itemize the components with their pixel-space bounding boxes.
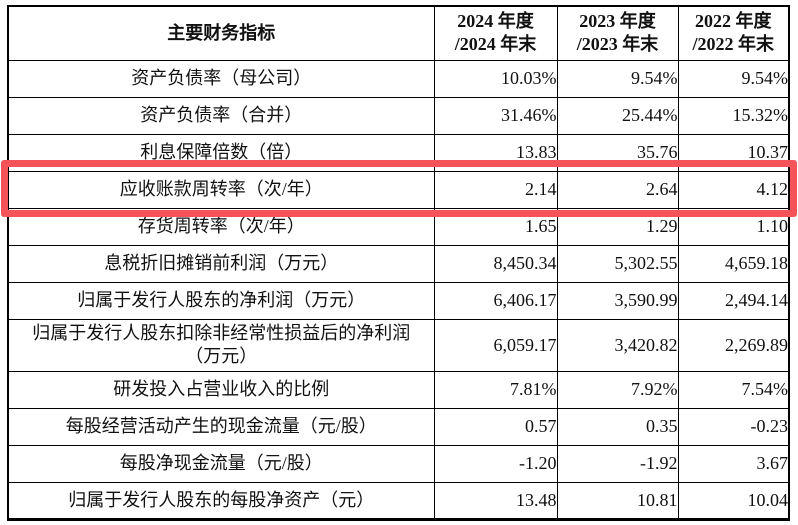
row-label: 应收账款周转率（次/年）	[7, 170, 435, 209]
value-2023: -1.92	[556, 444, 679, 483]
table-row-net-profit: 归属于发行人股东的净利润（万元） 6,406.17 3,590.99 2,494…	[7, 281, 790, 320]
value-2022: 7.54%	[677, 370, 790, 409]
row-label: 资产负债率（母公司）	[7, 59, 435, 98]
table-row-net-assets-per-share: 归属于发行人股东的每股净资产（元） 13.48 10.81 10.04	[7, 481, 790, 520]
table-row-net-cash-flow-per-share: 每股净现金流量（元/股） -1.20 -1.92 3.67	[7, 444, 790, 483]
table-row-rd-expense-ratio: 研发投入占营业收入的比例 7.81% 7.92% 7.54%	[7, 370, 790, 409]
value-2023: 7.92%	[556, 370, 679, 409]
row-label: 息税折旧摊销前利润（万元）	[7, 244, 435, 283]
value-2023: 3,420.82	[556, 318, 679, 372]
table-row-debt-ratio-parent: 资产负债率（母公司） 10.03% 9.54% 9.54%	[7, 59, 790, 98]
value-2024: 10.03%	[433, 59, 558, 98]
value-2022: 2,494.14	[677, 281, 790, 320]
value-2022: 10.37	[677, 133, 790, 172]
value-2023: 9.54%	[556, 59, 679, 98]
value-2022: 9.54%	[677, 59, 790, 98]
value-2024: 13.83	[433, 133, 558, 172]
column-header-2023: 2023 年度 /2023 年末	[556, 5, 679, 61]
metric-column-header: 主要财务指标	[7, 5, 435, 61]
table-row-interest-coverage: 利息保障倍数（倍） 13.83 35.76 10.37	[7, 133, 790, 172]
row-label: 存货周转率（次/年）	[7, 207, 435, 246]
row-label: 归属于发行人股东的每股净资产（元）	[7, 481, 435, 520]
value-2023: 10.81	[556, 481, 679, 520]
row-label: 归属于发行人股东扣除非经常性损益后的净利润 （万元）	[7, 318, 435, 372]
value-2022: -0.23	[677, 407, 790, 446]
value-2024: 6,059.17	[433, 318, 558, 372]
header-row: 主要财务指标 2024 年度 /2024 年末 2023 年度 /2023 年末…	[7, 5, 790, 61]
value-2024: 8,450.34	[433, 244, 558, 283]
row-label: 每股经营活动产生的现金流量（元/股）	[7, 407, 435, 446]
value-2022: 1.10	[677, 207, 790, 246]
value-2022: 15.32%	[677, 96, 790, 135]
financial-metrics-table: 主要财务指标 2024 年度 /2024 年末 2023 年度 /2023 年末…	[7, 5, 790, 521]
value-2022: 3.67	[677, 444, 790, 483]
value-2024: 31.46%	[433, 96, 558, 135]
row-label: 利息保障倍数（倍）	[7, 133, 435, 172]
table-row-inventory-turnover: 存货周转率（次/年） 1.65 1.29 1.10	[7, 207, 790, 246]
table-row-net-profit-excl-nonrecurring: 归属于发行人股东扣除非经常性损益后的净利润 （万元） 6,059.17 3,42…	[7, 318, 790, 372]
value-2023: 0.35	[556, 407, 679, 446]
value-2024: 2.14	[433, 170, 558, 209]
value-2024: 0.57	[433, 407, 558, 446]
value-2023: 35.76	[556, 133, 679, 172]
value-2024: 13.48	[433, 481, 558, 520]
table-row-receivables-turnover-highlighted: 应收账款周转率（次/年） 2.14 2.64 4.12	[7, 170, 790, 209]
value-2023: 1.29	[556, 207, 679, 246]
row-label: 归属于发行人股东的净利润（万元）	[7, 281, 435, 320]
value-2022: 10.04	[677, 481, 790, 520]
row-label: 每股净现金流量（元/股）	[7, 444, 435, 483]
value-2022: 2,269.89	[677, 318, 790, 372]
value-2023: 5,302.55	[556, 244, 679, 283]
row-label: 资产负债率（合并）	[7, 96, 435, 135]
value-2023: 3,590.99	[556, 281, 679, 320]
value-2024: 7.81%	[433, 370, 558, 409]
value-2022: 4,659.18	[677, 244, 790, 283]
value-2024: 6,406.17	[433, 281, 558, 320]
value-2022: 4.12	[677, 170, 790, 209]
table-row-operating-cash-flow-per-share: 每股经营活动产生的现金流量（元/股） 0.57 0.35 -0.23	[7, 407, 790, 446]
table-row-debt-ratio-consolidated: 资产负债率（合并） 31.46% 25.44% 15.32%	[7, 96, 790, 135]
value-2024: 1.65	[433, 207, 558, 246]
value-2024: -1.20	[433, 444, 558, 483]
column-header-2024: 2024 年度 /2024 年末	[433, 5, 558, 61]
value-2023: 25.44%	[556, 96, 679, 135]
table-row-ebitda: 息税折旧摊销前利润（万元） 8,450.34 5,302.55 4,659.18	[7, 244, 790, 283]
row-label: 研发投入占营业收入的比例	[7, 370, 435, 409]
column-header-2022: 2022 年度 /2022 年末	[677, 5, 790, 61]
value-2023: 2.64	[556, 170, 679, 209]
